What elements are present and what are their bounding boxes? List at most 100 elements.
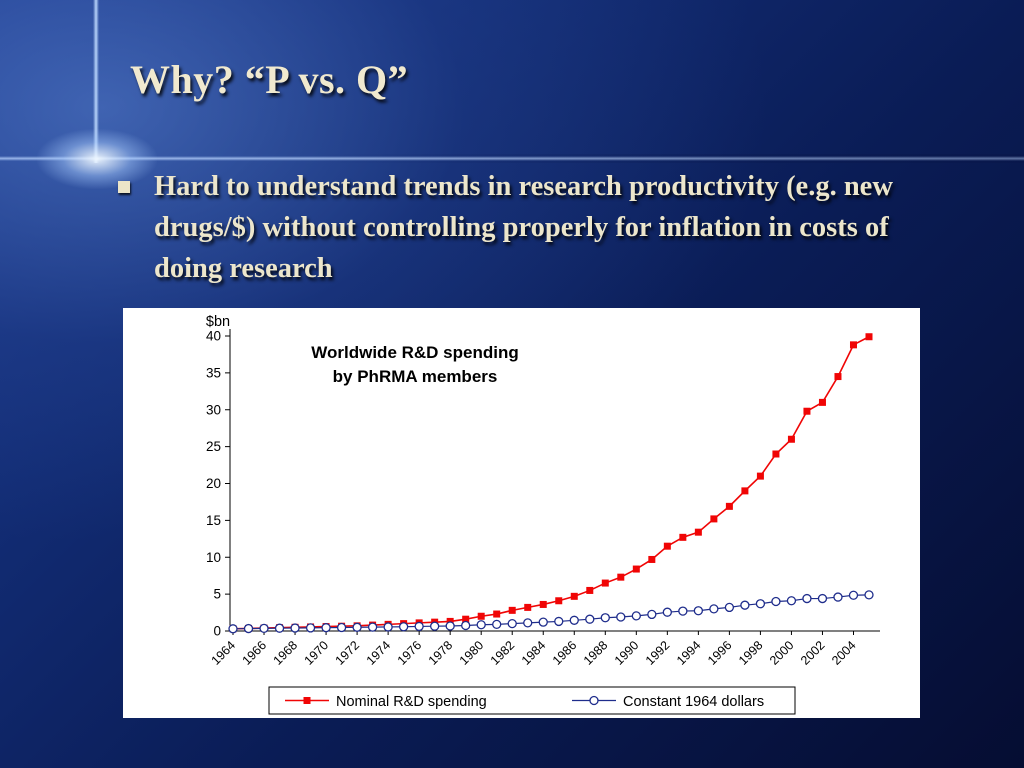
square-marker-icon (756, 472, 764, 480)
decor-horizontal-line-fade (0, 154, 1024, 163)
open-circle-marker-icon (631, 611, 641, 621)
chart-title: by PhRMA members (333, 367, 498, 386)
series-nominal (229, 333, 873, 633)
y-tick-label: 40 (206, 329, 221, 344)
legend-square-marker-icon (303, 697, 311, 704)
square-marker-icon (694, 528, 702, 536)
y-tick-label: 30 (206, 402, 221, 417)
square-marker-icon (617, 573, 625, 581)
open-circle-marker-icon (724, 602, 735, 613)
open-circle-marker-icon (554, 616, 564, 627)
square-marker-icon (508, 606, 516, 614)
open-circle-marker-icon (864, 590, 874, 600)
rd-spending-chart: 0 5 10 15 20 25 30 35 40 1964 1966 1968 1970 1972 1974… (206, 314, 880, 715)
y-tick-label: 20 (206, 476, 221, 491)
square-marker-icon (849, 341, 857, 349)
x-tick-label: 1986 (550, 638, 580, 668)
open-circle-marker-icon (647, 609, 657, 620)
square-marker-icon (632, 565, 640, 573)
open-circle-marker-icon (600, 613, 610, 623)
square-marker-icon (772, 450, 780, 458)
open-circle-marker-icon (228, 624, 238, 634)
x-tick-label: 1966 (240, 638, 270, 668)
decor-crosshair-glow (37, 129, 157, 189)
square-marker-icon (586, 586, 594, 594)
square-marker-icon (524, 603, 532, 611)
open-circle-marker-icon (507, 618, 517, 629)
open-circle-marker-icon (569, 615, 579, 625)
open-circle-marker-icon (585, 614, 595, 624)
x-tick-label: 1978 (426, 638, 456, 668)
y-tick-label: 25 (206, 439, 221, 454)
chart-axes: 0 5 10 15 20 25 30 35 40 1964 1966 1968 1970 1972 1974… (206, 329, 880, 668)
open-circle-marker-icon (336, 622, 347, 633)
square-marker-icon (741, 487, 749, 495)
y-tick-label: 15 (206, 513, 221, 528)
x-tick-label: 1988 (581, 638, 611, 668)
open-circle-marker-icon (430, 621, 440, 631)
square-marker-icon (865, 333, 873, 341)
x-tick-label: 1970 (302, 638, 332, 668)
square-marker-icon (679, 533, 687, 541)
x-tick-label: 1994 (674, 638, 704, 668)
decor-horizontal-line (0, 156, 1024, 161)
square-marker-icon (477, 612, 485, 620)
square-marker-icon (570, 592, 578, 600)
bullet-item: Hard to understand trends in research pr… (118, 166, 932, 289)
chart-title: Worldwide R&D spending (311, 343, 518, 362)
chart-panel: 0 5 10 15 20 25 30 35 40 1964 1966 1968 1970 1972 1974… (123, 308, 920, 718)
square-marker-icon (803, 407, 811, 415)
series-constant (228, 590, 874, 634)
y-tick-label: 0 (213, 624, 221, 639)
x-tick-label: 1964 (209, 638, 239, 668)
square-marker-icon (462, 615, 470, 623)
square-marker-icon (818, 398, 826, 406)
x-tick-label: 1996 (705, 638, 735, 668)
square-marker-icon (663, 542, 671, 550)
legend-circle-marker-icon (589, 695, 599, 706)
x-tick-label: 1984 (519, 638, 549, 668)
open-circle-marker-icon (709, 604, 719, 614)
open-circle-marker-icon (616, 612, 626, 622)
open-circle-marker-icon (693, 606, 704, 616)
square-marker-icon (834, 373, 842, 381)
open-circle-marker-icon (678, 606, 688, 616)
x-tick-label: 2004 (829, 638, 859, 668)
square-marker-icon (710, 515, 718, 523)
square-marker-icon (493, 610, 501, 618)
legend-label-constant: Constant 1964 dollars (623, 694, 764, 710)
open-circle-marker-icon (414, 621, 424, 632)
open-circle-marker-icon (817, 593, 828, 604)
open-circle-marker-icon (786, 596, 797, 606)
square-marker-icon (787, 435, 795, 443)
y-tick-label: 10 (206, 550, 221, 565)
open-circle-marker-icon (461, 620, 471, 631)
x-tick-label: 1968 (271, 638, 301, 668)
square-marker-icon (725, 502, 733, 510)
open-circle-marker-icon (740, 600, 750, 610)
x-tick-label: 2002 (798, 638, 828, 668)
legend-label-nominal: Nominal R&D spending (336, 694, 487, 710)
square-bullet-icon (118, 181, 130, 193)
open-circle-marker-icon (662, 607, 672, 617)
open-circle-marker-icon (445, 621, 455, 631)
open-circle-marker-icon (771, 596, 781, 607)
open-circle-marker-icon (848, 590, 859, 600)
open-circle-marker-icon (321, 623, 331, 633)
square-marker-icon (555, 597, 563, 605)
open-circle-marker-icon (367, 622, 378, 632)
open-circle-marker-icon (492, 619, 502, 630)
x-tick-label: 2000 (767, 638, 797, 668)
open-circle-marker-icon (352, 622, 362, 632)
x-tick-label: 1976 (395, 638, 425, 668)
y-tick-label: 5 (213, 587, 221, 602)
open-circle-marker-icon (538, 617, 548, 627)
bullet-text: Hard to understand trends in research pr… (154, 171, 893, 285)
open-circle-marker-icon (290, 623, 300, 633)
open-circle-marker-icon (833, 592, 843, 602)
x-tick-label: 1982 (488, 638, 518, 668)
x-tick-label: 1998 (736, 638, 766, 668)
open-circle-marker-icon (259, 623, 269, 633)
slide-title: Why? “P vs. Q” (130, 57, 409, 102)
